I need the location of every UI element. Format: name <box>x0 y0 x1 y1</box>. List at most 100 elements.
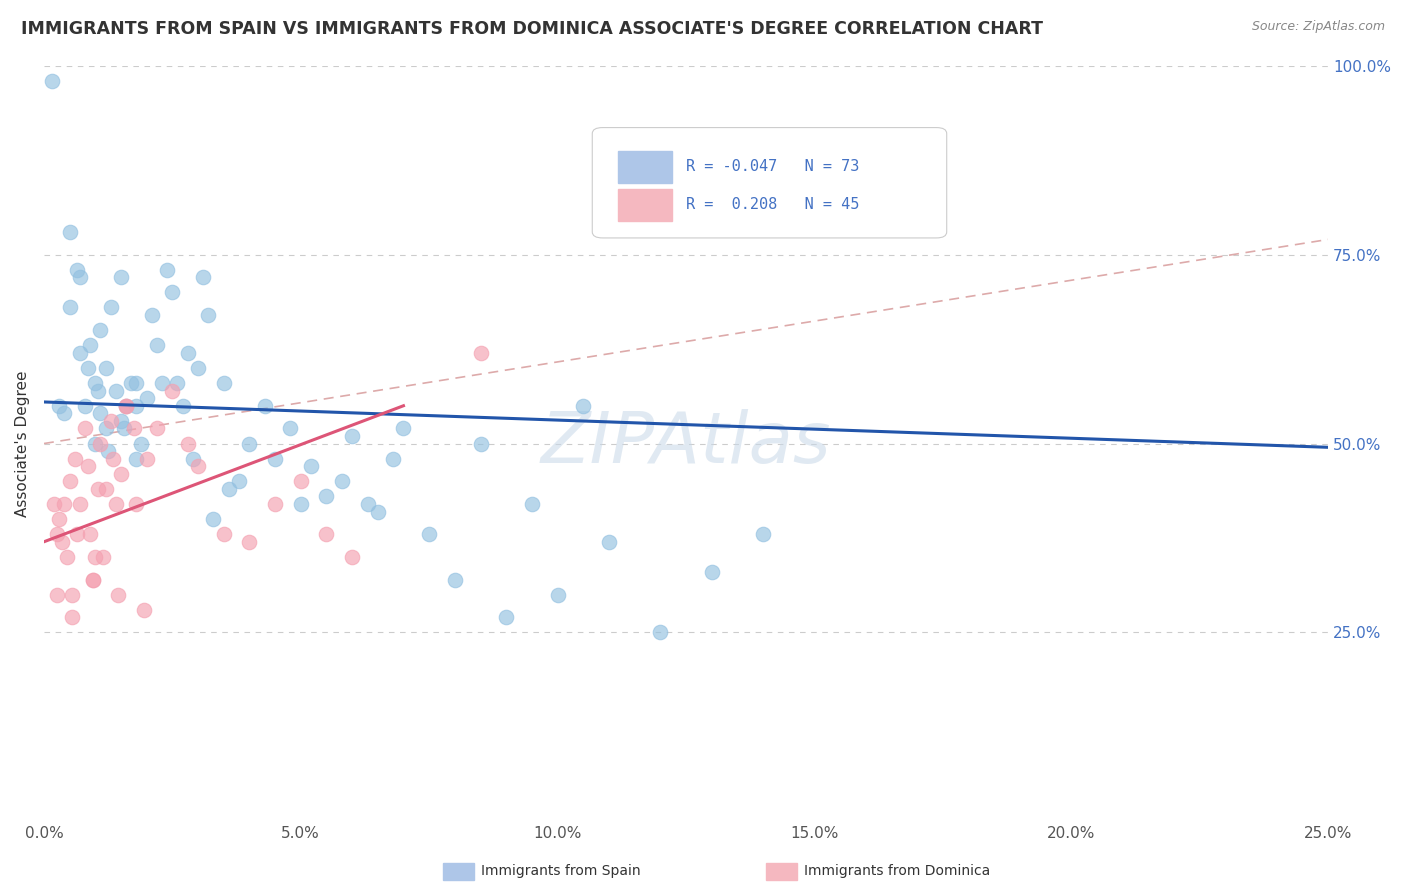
Point <box>125 376 148 390</box>
Text: ZIPAtlas: ZIPAtlas <box>541 409 831 478</box>
Point <box>51 534 73 549</box>
Point <box>104 497 127 511</box>
Point <box>299 459 322 474</box>
Point <box>392 421 415 435</box>
Point <box>91 549 114 564</box>
Point <box>264 497 287 511</box>
Point <box>94 360 117 375</box>
Point <box>69 270 91 285</box>
Point <box>280 421 302 435</box>
Point <box>58 475 80 489</box>
Point <box>58 301 80 315</box>
Point <box>290 497 312 511</box>
Point <box>290 475 312 489</box>
Point <box>253 399 276 413</box>
Point <box>382 451 405 466</box>
Point <box>212 376 235 390</box>
Point <box>48 512 70 526</box>
Point <box>177 346 200 360</box>
Point <box>110 467 132 481</box>
Point <box>315 490 337 504</box>
Point <box>172 399 194 413</box>
Point <box>94 421 117 435</box>
Point <box>60 610 83 624</box>
Point <box>470 436 492 450</box>
Text: Source: ZipAtlas.com: Source: ZipAtlas.com <box>1251 20 1385 33</box>
Point <box>218 482 240 496</box>
Point <box>803 149 825 163</box>
Point <box>87 384 110 398</box>
Point <box>41 73 63 87</box>
Point <box>238 436 260 450</box>
Point <box>572 399 595 413</box>
Point <box>45 588 67 602</box>
Point <box>103 451 125 466</box>
Point <box>125 451 148 466</box>
Point <box>141 308 163 322</box>
Point <box>181 451 204 466</box>
Point <box>367 504 389 518</box>
Point <box>104 384 127 398</box>
Point <box>79 338 101 352</box>
Point <box>212 527 235 541</box>
Point <box>187 459 209 474</box>
Point <box>238 534 260 549</box>
Point <box>598 534 620 549</box>
Point <box>146 421 169 435</box>
Point <box>120 376 142 390</box>
Point <box>73 421 96 435</box>
Point <box>340 549 363 564</box>
Point <box>700 565 723 579</box>
Point <box>100 301 122 315</box>
Point <box>356 497 378 511</box>
Text: Immigrants from Spain: Immigrants from Spain <box>481 864 641 879</box>
Point <box>495 610 517 624</box>
Point <box>547 588 569 602</box>
Point <box>162 384 184 398</box>
Y-axis label: Associate's Degree: Associate's Degree <box>15 370 30 516</box>
Point <box>53 406 76 420</box>
Point <box>110 414 132 428</box>
Point <box>131 436 153 450</box>
Point <box>264 451 287 466</box>
Point <box>58 225 80 239</box>
Point <box>94 482 117 496</box>
Point <box>162 285 184 300</box>
Point <box>187 360 209 375</box>
Point <box>444 573 467 587</box>
Point <box>146 338 169 352</box>
Point <box>330 475 353 489</box>
Point <box>66 262 89 277</box>
Point <box>89 406 111 420</box>
Point <box>84 376 107 390</box>
Point <box>197 308 219 322</box>
FancyBboxPatch shape <box>619 151 672 183</box>
Point <box>66 527 89 541</box>
Point <box>125 497 148 511</box>
Point <box>110 270 132 285</box>
Point <box>89 323 111 337</box>
Point <box>60 588 83 602</box>
Point <box>752 527 775 541</box>
Point <box>69 497 91 511</box>
Point <box>115 399 138 413</box>
Point <box>100 414 122 428</box>
Point <box>48 399 70 413</box>
Point <box>122 421 145 435</box>
Point <box>135 391 157 405</box>
Point <box>107 588 129 602</box>
Point <box>418 527 440 541</box>
Point <box>115 399 138 413</box>
Point <box>82 573 104 587</box>
Point <box>650 625 672 640</box>
Point <box>112 421 135 435</box>
Point <box>340 429 363 443</box>
Point <box>69 346 91 360</box>
Point <box>150 376 173 390</box>
Point <box>125 399 148 413</box>
Point <box>97 444 120 458</box>
Point <box>56 549 79 564</box>
Point <box>166 376 188 390</box>
Point <box>73 399 96 413</box>
Point <box>132 603 155 617</box>
